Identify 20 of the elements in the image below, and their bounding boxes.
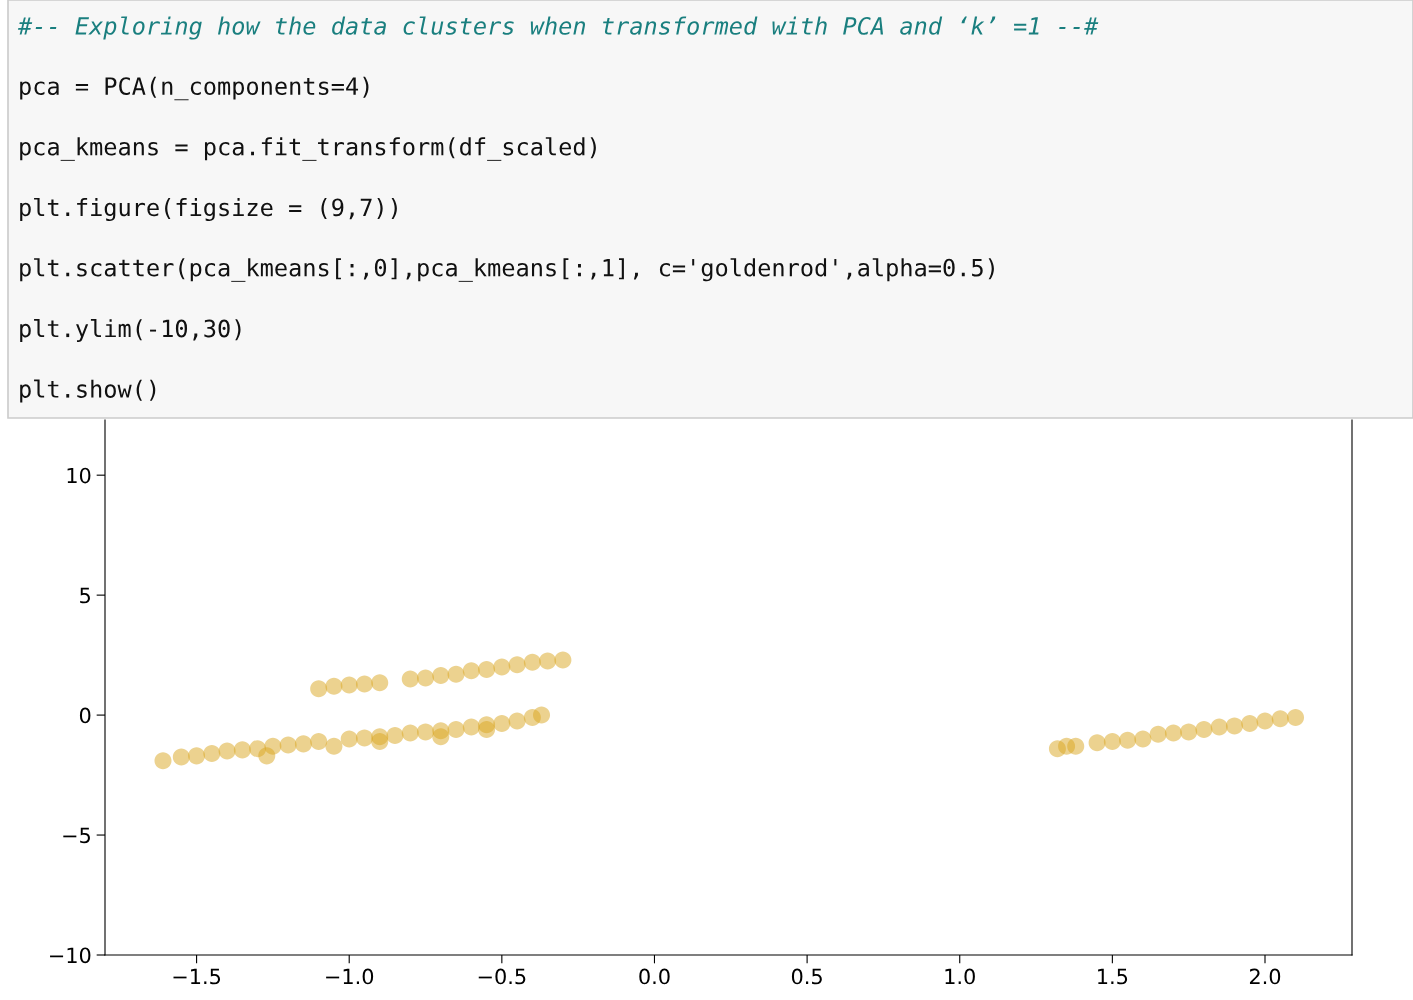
y-tick-label: 10 — [67, 467, 91, 484]
y-tick-label: 5 — [80, 587, 90, 604]
x-tick-label: −1.0 — [326, 968, 374, 985]
y-tick-label: −10 — [50, 947, 91, 964]
text: plt.scatter(pca_kmeans[:,0],pca_kmeans[:,1], c='goldenrod',alpha=0.5) — [20, 258, 994, 282]
x-tick-label: −0.5 — [478, 968, 526, 985]
text: plt.figure(figsize = (9,7)) — [20, 197, 397, 222]
text: plt.show() — [20, 379, 156, 403]
text: pca = PCA(n_components=4) — [20, 76, 369, 101]
text: plt.ylim(-10,30) — [20, 319, 241, 342]
x-tick-label: 0.5 — [791, 968, 822, 985]
x-tick-label: 0.0 — [639, 968, 670, 985]
y-tick-label: −5 — [63, 827, 90, 844]
x-tick-label: −1.5 — [173, 968, 221, 985]
x-tick-label: 2.0 — [1249, 968, 1281, 985]
y-tick-label: 0 — [79, 707, 91, 724]
text: pca_kmeans = pca.fit_transform(df_scaled) — [20, 137, 596, 161]
x-tick-label: 1.5 — [1098, 968, 1128, 985]
x-tick-label: 1.0 — [945, 968, 975, 985]
text: #-- Exploring how the data clusters when transformed with PCA and ‘k’ =1 --# — [17, 16, 1099, 40]
